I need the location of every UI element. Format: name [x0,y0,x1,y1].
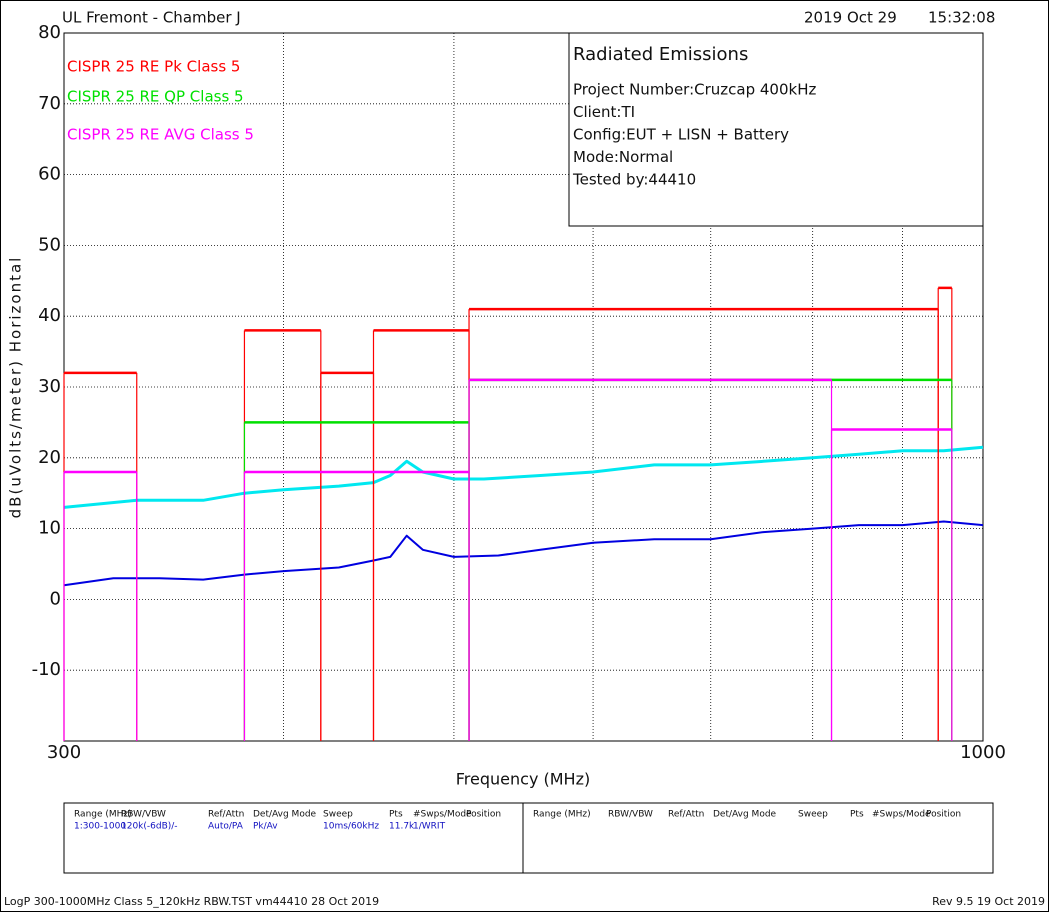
info-line: Tested by:44410 [572,171,696,189]
table-cell: 120k(-6dB)/- [121,822,178,832]
table-header: #Swps/Mode [413,810,472,820]
table-header: Det/Avg Mode [713,810,777,820]
table-header: Det/Avg Mode [253,810,317,820]
table-header: Sweep [323,810,353,820]
y-tick-label: 40 [38,305,61,326]
table-header: #Swps/Mode [872,810,931,820]
table-header: Ref/Attn [668,810,704,820]
info-line: Config:EUT + LISN + Battery [573,126,789,144]
time: 15:32:08 [928,9,995,27]
table-cell: 1:300-1000 [74,822,126,832]
y-tick-label: 50 [38,234,61,255]
table-header: Ref/Attn [208,810,244,820]
footer-right: Rev 9.5 19 Oct 2019 [932,895,1045,908]
info-line: Mode:Normal [573,148,673,166]
info-line: Client:TI [573,103,635,121]
table-cell: 10ms/60kHz [323,822,379,832]
y-tick-label: 20 [38,447,61,468]
table-cell: Pk/Av [253,822,278,832]
x-tick-label: 1000 [960,742,1006,763]
table-header: Pts [850,810,864,820]
table-header: Range (MHz) [74,810,132,820]
y-tick-label: -10 [32,659,61,680]
table-header: RBW/VBW [608,810,653,820]
y-tick-label: 0 [50,588,61,609]
info-line: Project Number:Cruzcap 400kHz [573,81,816,99]
y-tick-label: 10 [38,518,61,539]
table-header: Position [926,810,961,820]
y-tick-label: 60 [38,164,61,185]
table-box [63,802,994,874]
legend-entry: CISPR 25 RE AVG Class 5 [67,126,254,144]
table-header: Sweep [798,810,828,820]
info-box [568,32,984,227]
info-title: Radiated Emissions [573,44,748,65]
footer-left: LogP 300-1000MHz Class 5_120kHz RBW.TST … [4,895,379,908]
legend-entry: CISPR 25 RE QP Class 5 [67,88,244,106]
table-header: RBW/VBW [121,810,166,820]
x-tick-label: 300 [47,742,81,763]
trace [63,520,984,587]
table-header: Pts [389,810,403,820]
y-tick-label: 70 [38,93,61,114]
table-cell: Auto/PA [208,822,244,832]
y-axis-label: dB(uVolts/meter) Horizontal [7,256,25,519]
y-tick-label: 30 [38,376,61,397]
table-cell: 11.7k [389,822,415,832]
table-header: Range (MHz) [533,810,591,820]
legend-entry: CISPR 25 RE Pk Class 5 [67,58,240,76]
x-axis-label: Frequency (MHz) [456,770,590,789]
date: 2019 Oct 29 [804,9,897,27]
table-header: Position [466,810,501,820]
site: UL Fremont - Chamber J [62,9,241,27]
y-tick-label: 80 [38,22,61,43]
table-cell: 1/WRIT [413,822,446,832]
